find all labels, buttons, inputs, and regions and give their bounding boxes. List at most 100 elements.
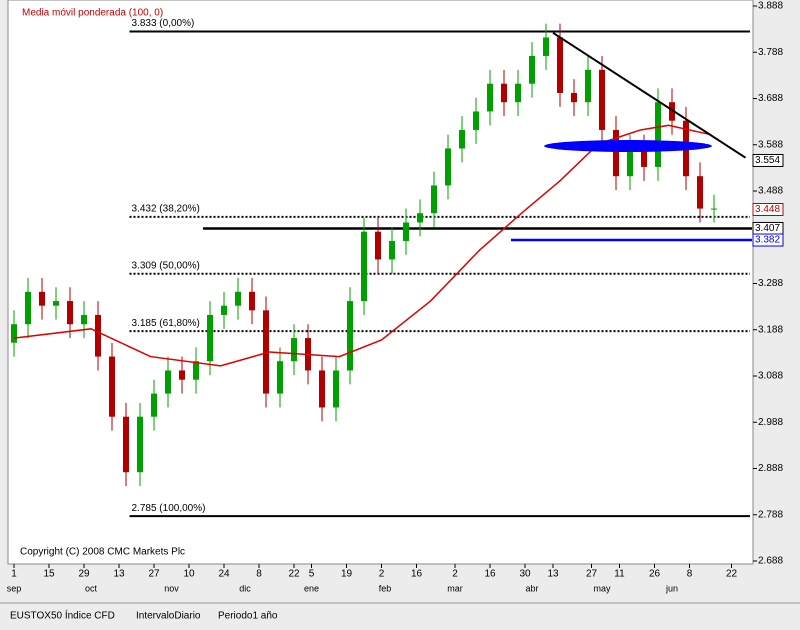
candle-body xyxy=(109,356,115,417)
candle-body xyxy=(347,301,353,371)
plot-border xyxy=(7,0,754,565)
candle-body xyxy=(711,208,717,210)
candle-body xyxy=(165,370,171,394)
price-label: 3.382 xyxy=(755,235,780,246)
price-box xyxy=(752,203,784,216)
month-label: mar xyxy=(447,583,463,593)
candle-body xyxy=(151,393,157,417)
x-tick-label: 30 xyxy=(519,569,531,580)
price-box xyxy=(752,153,784,167)
candle-body xyxy=(697,176,703,209)
x-tick-label: 13 xyxy=(113,569,125,580)
x-tick-label: 26 xyxy=(649,569,661,580)
month-label: sep xyxy=(7,583,22,593)
candle-body xyxy=(53,301,59,306)
candle-body xyxy=(277,361,283,394)
y-tick-label: 3.788 xyxy=(758,47,783,58)
y-tick-label: 3.588 xyxy=(758,139,783,150)
x-tick-label: 8 xyxy=(687,569,693,580)
candle-body xyxy=(543,37,549,56)
candle-body xyxy=(375,231,381,260)
month-label: abr xyxy=(525,583,538,593)
month-label: jun xyxy=(665,583,678,593)
fib-label: 3.833 (0,00%) xyxy=(132,18,195,29)
candle-body xyxy=(431,185,437,214)
candle-body xyxy=(599,69,605,130)
copyright: Copyright (C) 2008 CMC Markets Plc xyxy=(20,547,185,558)
candle-body xyxy=(473,111,479,130)
trendline xyxy=(552,31,747,159)
footer-item: Periodo1 año xyxy=(218,611,278,622)
candle-body xyxy=(613,129,619,177)
candle-body xyxy=(207,314,213,362)
y-tick-label: 3.888 xyxy=(758,1,783,12)
x-tick-label: 22 xyxy=(726,569,738,580)
fib-label: 3.185 (61,80%) xyxy=(132,318,200,329)
fib-label: 3.309 (50,00%) xyxy=(132,260,200,271)
x-tick-label: 8 xyxy=(256,569,262,580)
candle-body xyxy=(585,69,591,103)
price-label: 3.407 xyxy=(755,223,780,234)
fib-label: 3.432 (38,20%) xyxy=(132,204,200,215)
x-tick-label: 16 xyxy=(411,569,423,580)
y-tick-label: 3.288 xyxy=(758,278,783,289)
candle-body xyxy=(501,83,507,103)
y-tick-label: 2.688 xyxy=(758,556,783,567)
month-label: ene xyxy=(304,583,319,593)
y-tick-label: 3.688 xyxy=(758,93,783,104)
fib-label: 2.785 (100,00%) xyxy=(132,503,206,514)
x-tick-label: 1 xyxy=(11,569,17,580)
y-tick-label: 2.788 xyxy=(758,509,783,520)
candle-body xyxy=(669,102,675,121)
month-label: oct xyxy=(85,583,98,593)
moving-average xyxy=(13,124,711,367)
x-tick-label: 5 xyxy=(309,569,315,580)
x-tick-label: 29 xyxy=(78,569,90,580)
price-label: 3.554 xyxy=(755,155,780,166)
y-tick-label: 2.888 xyxy=(758,463,783,474)
candle-body xyxy=(487,83,493,112)
y-tick-label: 2.988 xyxy=(758,417,783,428)
candle-body xyxy=(417,213,423,223)
candle-body xyxy=(221,305,227,315)
candle-body xyxy=(25,291,31,325)
candle-body xyxy=(627,148,633,177)
y-tick-label: 3.188 xyxy=(758,324,783,335)
candle-body xyxy=(571,92,577,103)
candle-body xyxy=(235,291,241,306)
price-box xyxy=(752,233,784,247)
x-tick-label: 2 xyxy=(379,569,385,580)
candle-body xyxy=(67,301,73,325)
x-tick-label: 10 xyxy=(183,569,195,580)
x-tick-label: 24 xyxy=(218,569,230,580)
candle-body xyxy=(333,370,339,408)
candle-body xyxy=(655,102,661,167)
candle-body xyxy=(179,370,185,380)
candle-body xyxy=(557,37,563,93)
x-tick-label: 27 xyxy=(586,569,598,580)
y-tick-label: 3.088 xyxy=(758,371,783,382)
footer-item: IntervaloDiario xyxy=(136,611,201,622)
highlight-ellipse xyxy=(544,140,712,152)
x-tick-label: 11 xyxy=(614,569,625,580)
indicator-label: Media móvil ponderada (100, 0) xyxy=(22,8,163,19)
x-tick-label: 22 xyxy=(288,569,300,580)
x-tick-label: 13 xyxy=(547,569,559,580)
candle-body xyxy=(459,129,465,149)
candle-body xyxy=(361,231,367,302)
candle-body xyxy=(11,324,17,343)
candle-body xyxy=(39,291,45,306)
y-tick-label: 3.488 xyxy=(758,186,783,197)
candle-body xyxy=(515,83,521,103)
candle-body xyxy=(249,291,255,311)
month-label: nov xyxy=(164,583,179,593)
candle-body xyxy=(123,416,129,473)
month-label: may xyxy=(593,583,611,593)
candle-body xyxy=(641,148,647,167)
candle-body xyxy=(137,416,143,473)
candle-body xyxy=(389,240,395,260)
footer-item: EUSTOX50 Índice CFD xyxy=(10,609,115,622)
price-label: 3.448 xyxy=(755,204,780,215)
plot-area xyxy=(7,0,754,565)
